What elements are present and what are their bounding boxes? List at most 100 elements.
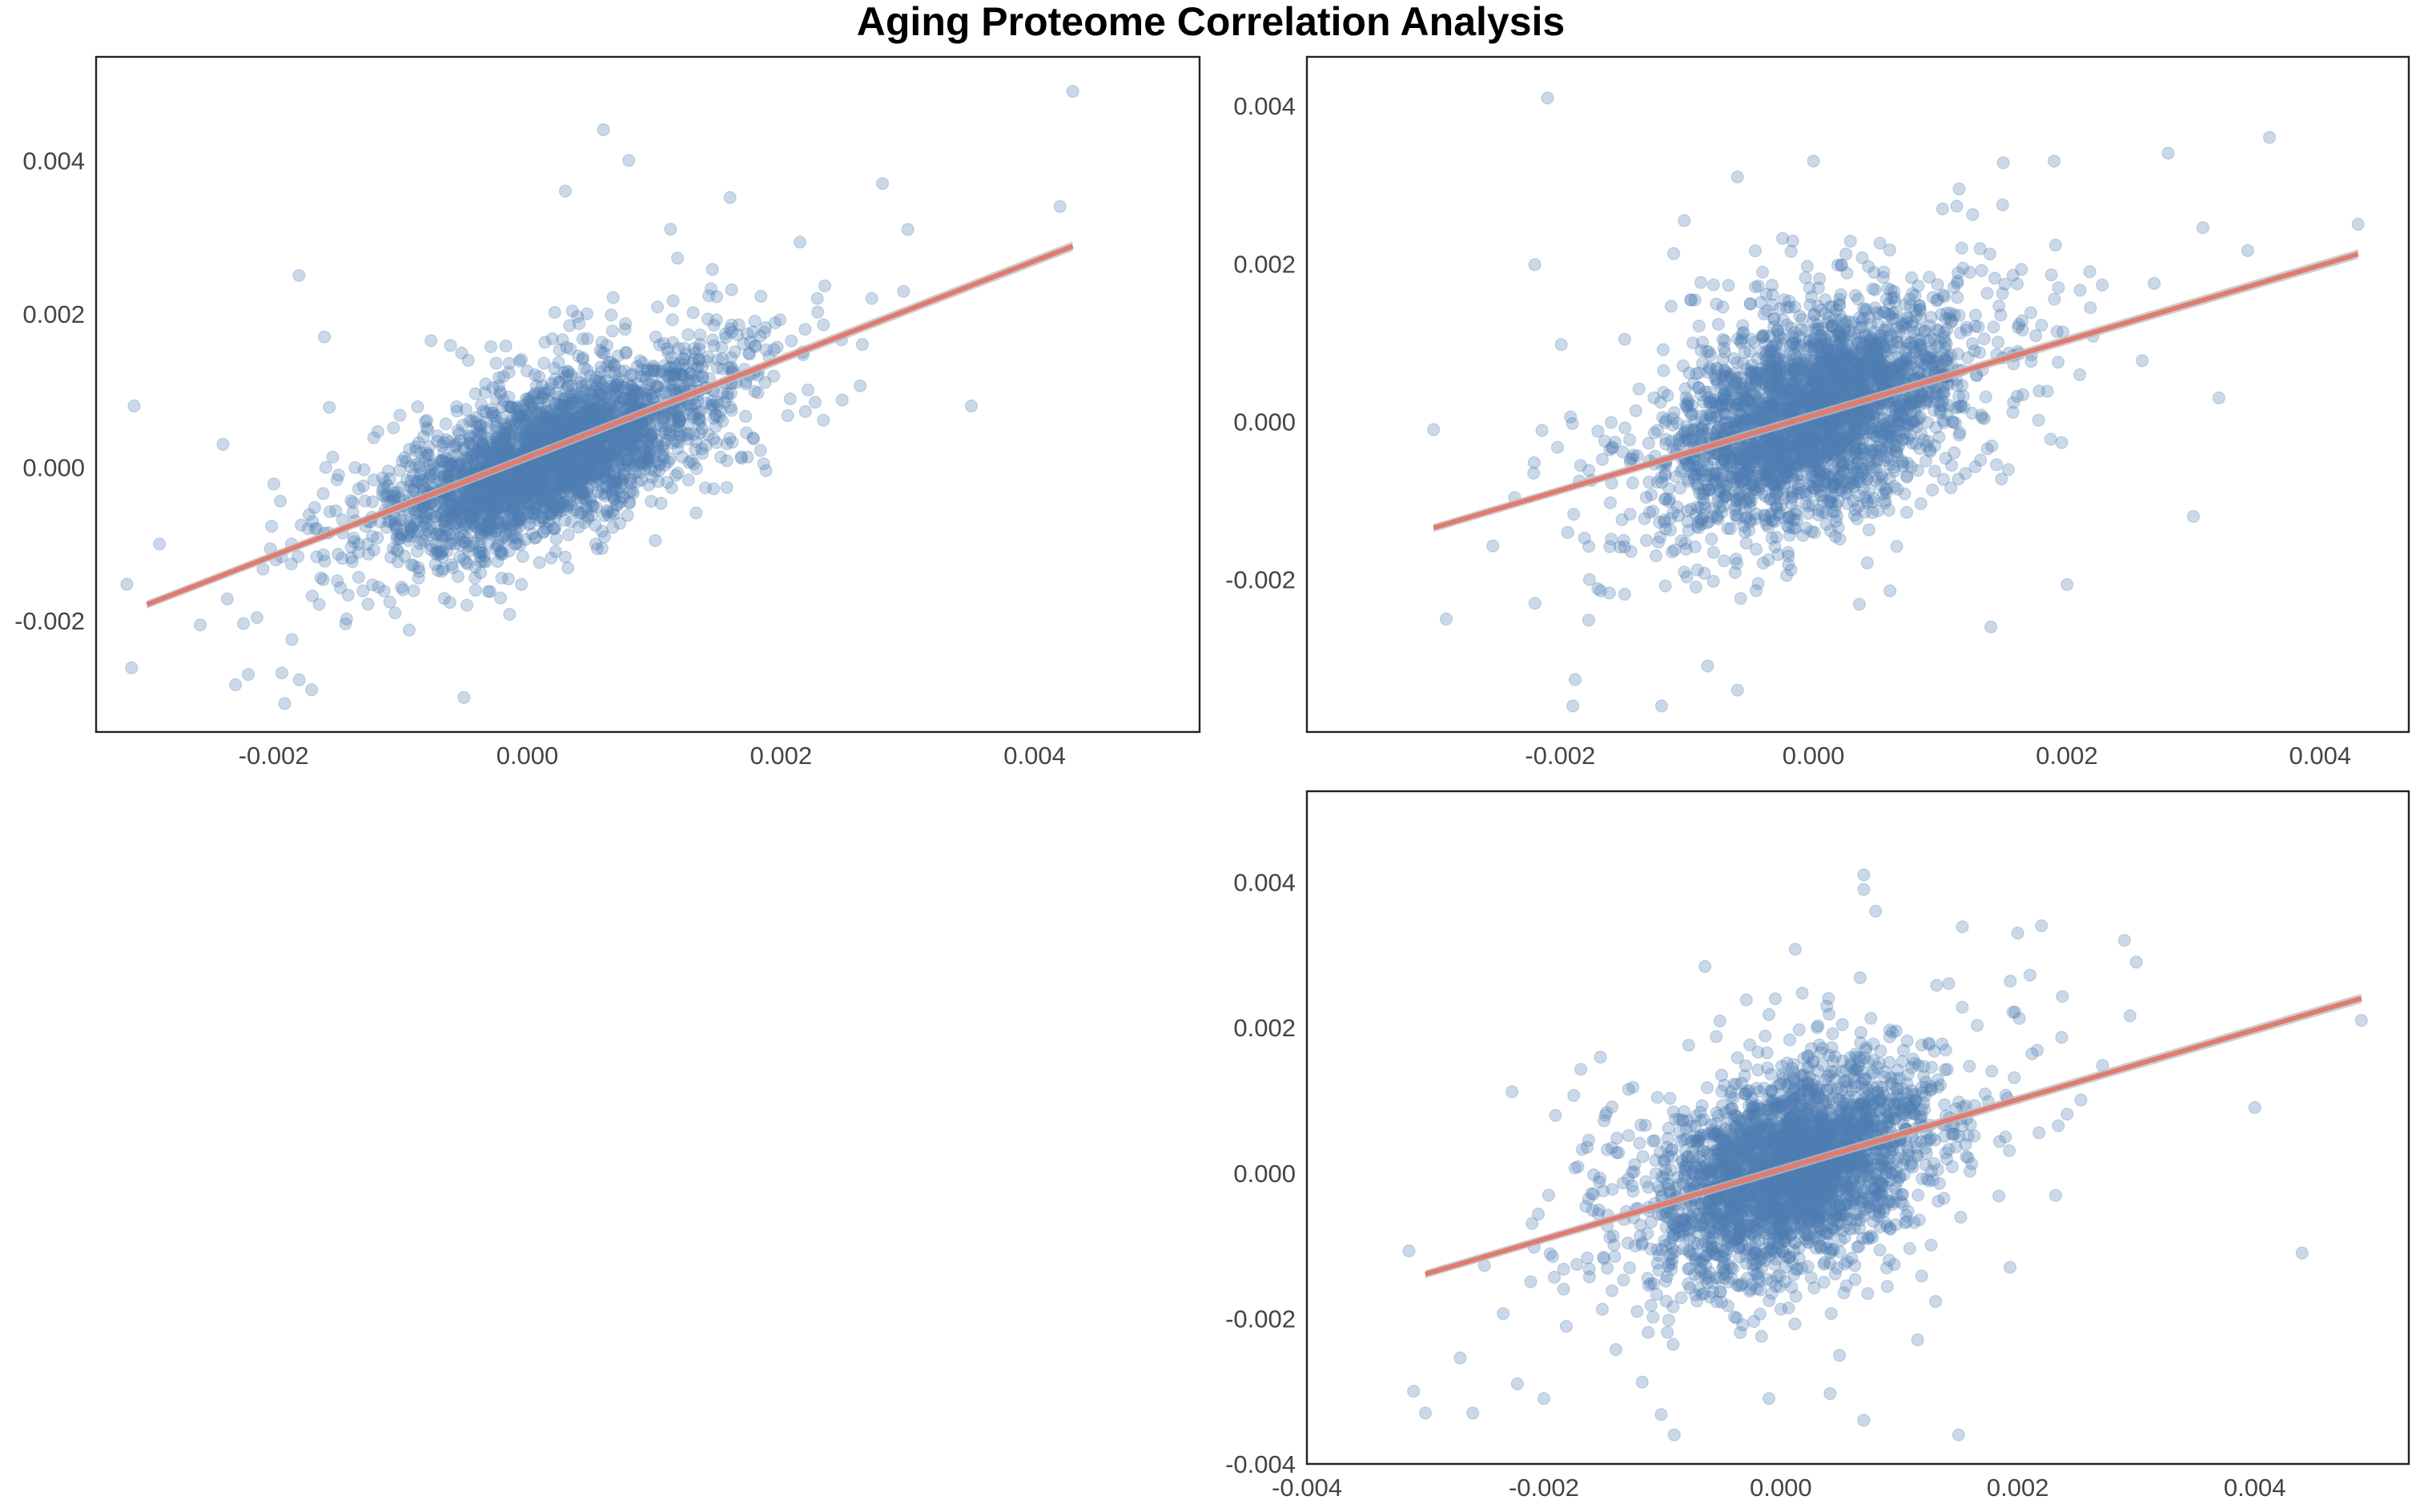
outlier-point	[127, 399, 141, 412]
data-point	[661, 476, 674, 489]
chart-title: Aging Proteome Correlation Analysis	[857, 0, 1565, 44]
data-point	[1875, 468, 1888, 481]
data-point	[646, 361, 661, 375]
data-point	[810, 305, 825, 319]
data-point	[474, 555, 488, 569]
scatter-panel: -0.002 0.000 0.002 0.004-0.0020.0000.0020.0…	[14, 55, 1201, 770]
data-point	[489, 497, 503, 512]
data-point	[484, 498, 497, 512]
data-point	[500, 440, 513, 453]
data-point	[408, 505, 422, 520]
data-point	[2241, 243, 2254, 257]
data-point	[597, 453, 610, 468]
data-point	[754, 289, 768, 304]
data-point	[461, 353, 475, 367]
data-point	[759, 464, 773, 477]
data-point	[686, 356, 700, 370]
data-point	[757, 457, 770, 471]
data-point	[484, 340, 498, 353]
data-point	[1992, 336, 2005, 349]
data-point	[514, 352, 529, 367]
data-point	[665, 413, 678, 427]
data-point	[722, 432, 737, 445]
data-point	[490, 481, 504, 496]
data-point	[615, 436, 629, 450]
data-point	[548, 412, 561, 425]
data-point	[524, 474, 538, 489]
data-point	[673, 368, 688, 382]
data-point	[381, 479, 395, 493]
data-point	[725, 404, 738, 417]
data-point	[565, 421, 579, 435]
data-point	[509, 481, 523, 495]
data-point	[628, 440, 642, 453]
data-point	[305, 589, 319, 603]
data-point	[635, 386, 649, 400]
data-point	[541, 456, 555, 470]
data-point	[1582, 613, 1596, 627]
data-point	[607, 492, 621, 505]
data-point	[1664, 300, 1678, 313]
data-point	[448, 438, 461, 452]
data-point	[584, 469, 597, 483]
data-point	[486, 409, 500, 423]
data-point	[645, 388, 658, 401]
data-point	[308, 501, 321, 515]
data-point	[2196, 221, 2209, 235]
data-point	[606, 434, 620, 448]
data-point	[577, 417, 591, 432]
data-point	[553, 480, 567, 494]
data-point	[568, 416, 581, 431]
outlier-point	[964, 399, 979, 412]
data-point	[607, 484, 621, 498]
data-point	[561, 379, 575, 392]
data-point	[817, 318, 830, 332]
data-point	[468, 517, 481, 531]
data-point	[444, 516, 457, 529]
data-point	[488, 440, 503, 453]
data-point	[316, 548, 331, 561]
data-point	[539, 477, 553, 491]
data-point	[457, 529, 471, 542]
data-point	[653, 458, 666, 472]
data-point	[532, 471, 546, 485]
data-point	[390, 532, 404, 545]
data-point	[550, 505, 564, 520]
data-point	[502, 545, 516, 558]
data-point	[451, 569, 465, 584]
data-point	[702, 289, 716, 303]
data-point	[519, 440, 533, 453]
data-point	[529, 416, 543, 431]
data-point	[331, 574, 344, 588]
data-point	[642, 449, 657, 464]
data-point	[380, 488, 394, 502]
data-point	[552, 468, 565, 483]
data-point	[529, 468, 543, 482]
data-point	[1977, 332, 1991, 346]
data-point	[544, 499, 557, 513]
data-point	[461, 497, 476, 511]
data-point	[581, 449, 596, 463]
data-point	[437, 592, 451, 605]
data-point	[1994, 308, 2008, 322]
data-point	[798, 404, 812, 419]
data-point	[783, 392, 797, 406]
data-point	[672, 416, 686, 429]
data-point	[513, 511, 528, 525]
data-point	[537, 391, 550, 404]
data-point	[635, 455, 649, 468]
data-point	[372, 580, 385, 594]
data-point	[798, 323, 812, 336]
data-point	[535, 461, 549, 476]
data-point	[556, 457, 569, 471]
data-point	[452, 490, 467, 504]
data-point	[714, 450, 728, 464]
data-point	[455, 346, 468, 360]
data-point	[748, 384, 762, 398]
data-point	[291, 549, 305, 564]
data-point	[586, 478, 600, 493]
data-point	[416, 430, 431, 444]
data-point	[424, 507, 437, 521]
data-point	[515, 477, 529, 491]
data-point	[492, 496, 506, 509]
